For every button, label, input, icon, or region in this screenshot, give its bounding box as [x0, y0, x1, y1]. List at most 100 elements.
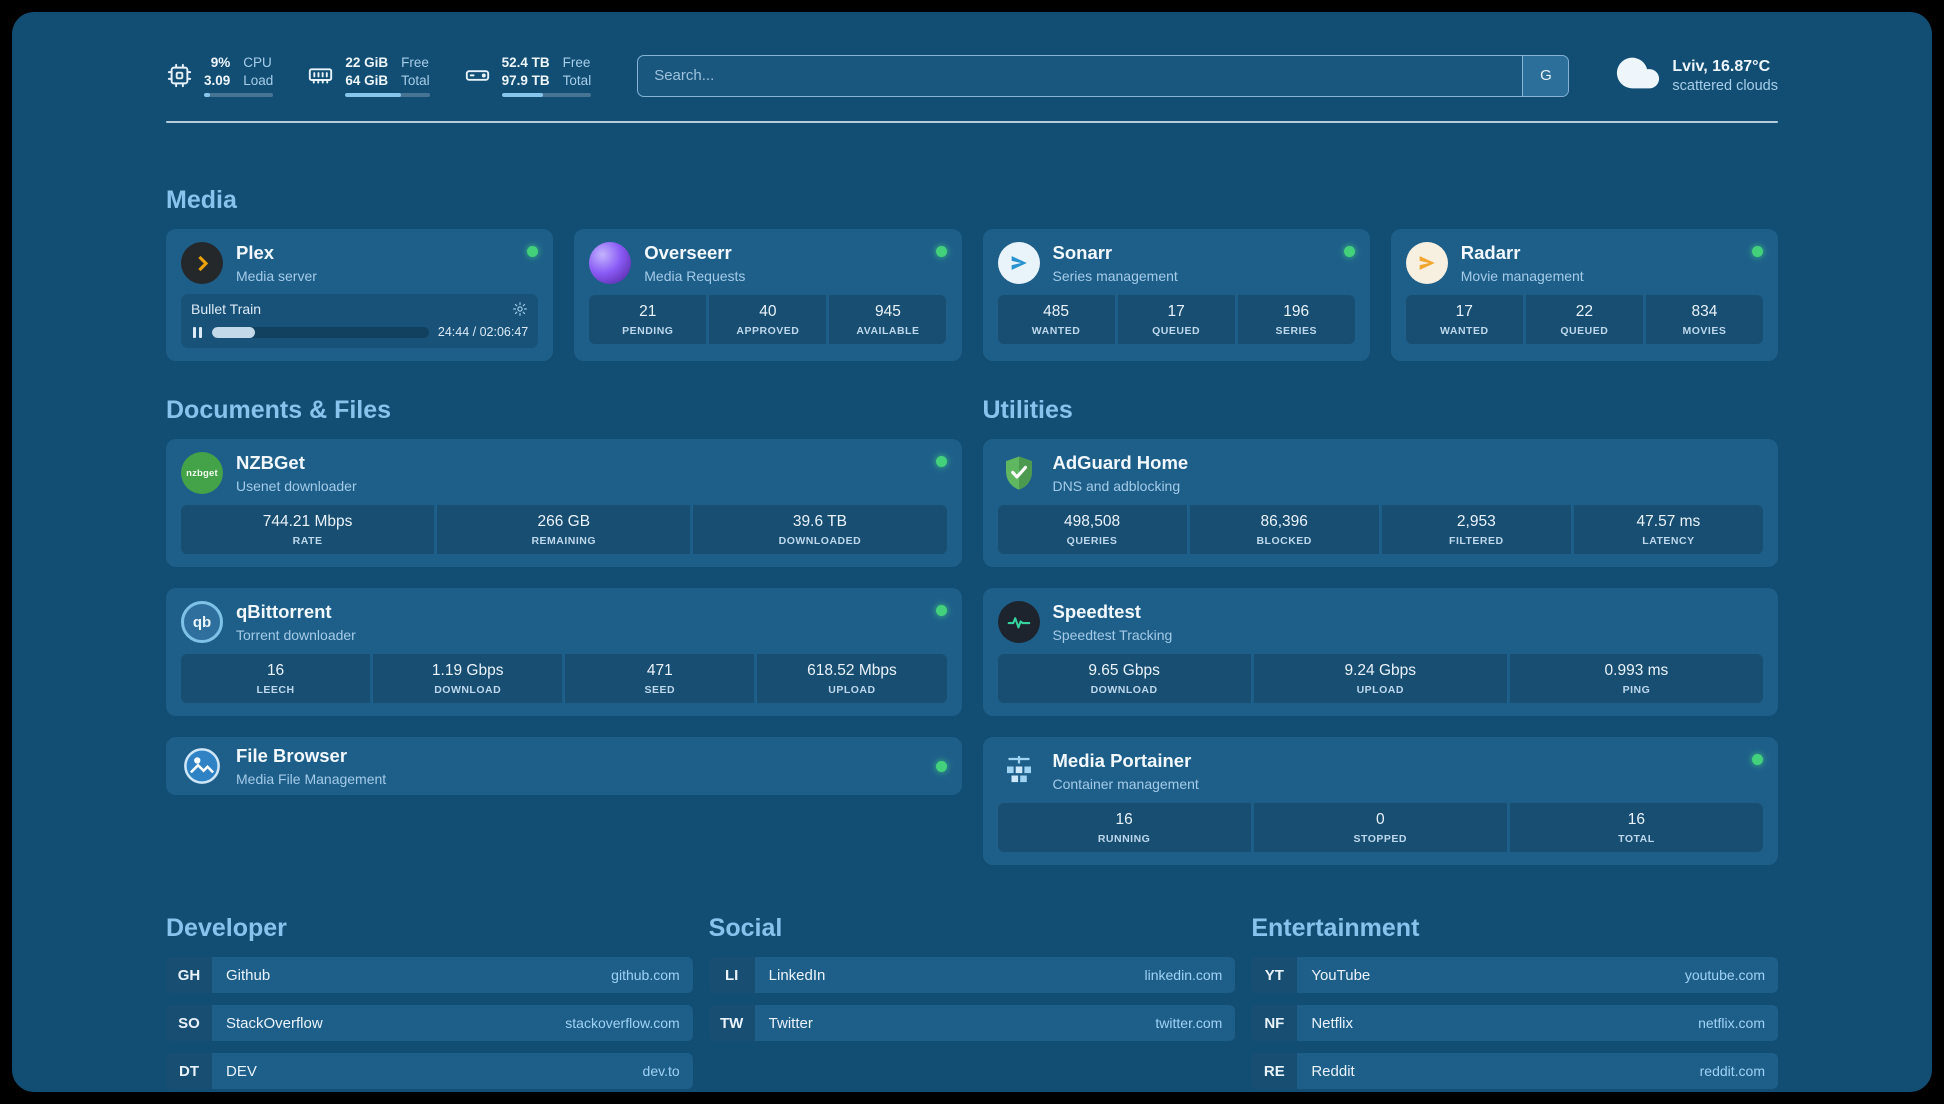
- stat-tile: 744.21 Mbps RATE: [181, 505, 435, 554]
- stat-value: 744.21 Mbps: [262, 513, 353, 530]
- section-title-utilities: Utilities: [982, 396, 1073, 424]
- stat-tile: 9.65 Gbps DOWNLOAD: [997, 654, 1251, 703]
- stat-tile: 498,508 QUERIES: [997, 505, 1187, 554]
- service-name: Overseerr: [644, 242, 732, 264]
- bookmark-stackoverflow[interactable]: SO StackOverflow stackoverflow.com: [166, 1005, 693, 1041]
- stat-tile: 2,953 FILTERED: [1381, 505, 1571, 554]
- cpu-icon: [166, 62, 193, 89]
- card-filebrowser[interactable]: File Browser Media File Management: [166, 737, 962, 795]
- bookmark-domain: stackoverflow.com: [565, 1015, 680, 1031]
- portainer-icon: [998, 750, 1040, 792]
- card-adguard[interactable]: AdGuard Home DNS and adblocking 498,508 …: [982, 439, 1778, 567]
- search-provider-button[interactable]: G: [1522, 55, 1569, 96]
- stat-value: 16: [1627, 811, 1646, 828]
- stat-label: QUERIES: [1066, 535, 1118, 547]
- stat-label: LEECH: [256, 684, 295, 696]
- bookmark-youtube[interactable]: YT YouTube youtube.com: [1251, 957, 1778, 993]
- bookmark-domain: reddit.com: [1699, 1063, 1765, 1079]
- service-description: Usenet downloader: [236, 477, 357, 494]
- service-name: Radarr: [1460, 242, 1521, 264]
- memory-free-label: Free: [401, 54, 429, 70]
- bookmark-github[interactable]: GH Github github.com: [166, 957, 693, 993]
- bookmark-name: LinkedIn: [768, 966, 826, 984]
- stat-tile: 16 TOTAL: [1509, 803, 1764, 852]
- radarr-icon: [1405, 242, 1448, 284]
- stat-tile: 22 QUEUED: [1525, 295, 1643, 344]
- bookmark-name: Netflix: [1311, 1014, 1354, 1032]
- stat-tile: 0.993 ms PING: [1509, 654, 1764, 703]
- stat-label: UPLOAD: [1356, 684, 1404, 696]
- stat-label: QUEUED: [1152, 325, 1201, 337]
- stat-label: SERIES: [1275, 325, 1317, 337]
- service-description: Movie management: [1460, 267, 1584, 284]
- status-dot: [935, 456, 947, 467]
- memory-widget: 22 GiB 64 GiB Free Total: [307, 54, 430, 98]
- stat-tile: 40 APPROVED: [709, 295, 827, 344]
- disk-total-value: 97.9 TB: [501, 72, 550, 88]
- card-plex[interactable]: Plex Media server Bullet Train: [166, 229, 554, 361]
- stat-tile: 86,396 BLOCKED: [1189, 505, 1379, 554]
- card-radarr[interactable]: Radarr Movie management 17 WANTED 22 QUE…: [1390, 229, 1778, 361]
- section-title-entertainment: Entertainment: [1251, 914, 1420, 942]
- card-nzbget[interactable]: nzbget NZBGet Usenet downloader 744.21 M…: [166, 439, 962, 567]
- nzbget-icon: nzbget: [181, 452, 223, 494]
- overseerr-icon: [589, 242, 632, 284]
- stat-label: QUEUED: [1560, 325, 1609, 337]
- stat-value: 9.24 Gbps: [1344, 662, 1417, 679]
- qbittorrent-icon: qb: [181, 601, 223, 643]
- stat-label: TOTAL: [1618, 833, 1655, 845]
- topbar-divider: [166, 121, 1778, 123]
- cpu-label-1: CPU: [243, 54, 272, 70]
- status-dot: [1752, 246, 1763, 257]
- section-documents: Documents & Files nzbget NZBGet Usenet d…: [166, 395, 962, 795]
- playback-progress[interactable]: [212, 326, 429, 338]
- stat-value: 86,396: [1260, 513, 1308, 530]
- stat-label: BLOCKED: [1256, 535, 1312, 547]
- cpu-usage-bar: [204, 93, 274, 98]
- pause-button[interactable]: [191, 326, 203, 338]
- bookmark-abbr: NF: [1251, 1005, 1298, 1041]
- bookmark-abbr: YT: [1251, 957, 1298, 993]
- stat-label: LATENCY: [1642, 535, 1695, 547]
- stat-label: RATE: [292, 535, 323, 547]
- service-description: Container management: [1052, 775, 1199, 792]
- settings-gear-icon[interactable]: [512, 301, 528, 317]
- bookmark-domain: twitter.com: [1155, 1015, 1223, 1031]
- card-speedtest[interactable]: Speedtest Speedtest Tracking 9.65 Gbps D…: [982, 588, 1778, 716]
- stat-tile: 618.52 Mbps UPLOAD: [757, 654, 947, 703]
- stat-value: 16: [266, 662, 285, 679]
- bookmark-name: Reddit: [1311, 1062, 1355, 1080]
- card-qbittorrent[interactable]: qb qBittorrent Torrent downloader 16: [166, 588, 962, 716]
- card-sonarr[interactable]: Sonarr Series management 485 WANTED 17 Q…: [982, 229, 1370, 361]
- disk-icon: [464, 62, 491, 89]
- disk-free-value: 52.4 TB: [501, 54, 550, 70]
- bookmark-abbr: GH: [166, 957, 212, 993]
- bookmark-netflix[interactable]: NF Netflix netflix.com: [1251, 1005, 1778, 1041]
- card-overseerr[interactable]: Overseerr Media Requests 21 PENDING 40 A…: [574, 229, 962, 361]
- bookmark-twitter[interactable]: TW Twitter twitter.com: [708, 1005, 1236, 1041]
- cpu-label-2: Load: [243, 72, 274, 88]
- bookmark-domain: github.com: [611, 967, 680, 983]
- service-description: Speedtest Tracking: [1052, 626, 1173, 643]
- section-title-media: Media: [166, 186, 237, 214]
- stat-value: 40: [759, 303, 777, 320]
- search-input[interactable]: [638, 55, 1523, 96]
- weather-widget[interactable]: Lviv, 16.87°C scattered clouds: [1615, 50, 1778, 101]
- stat-tile: 16 LEECH: [181, 654, 371, 703]
- disk-usage-bar: [501, 93, 592, 98]
- service-name: Sonarr: [1052, 242, 1113, 264]
- service-name: NZBGet: [236, 452, 305, 474]
- bookmark-dev[interactable]: DT DEV dev.to: [166, 1053, 693, 1089]
- stat-label: REMAINING: [531, 535, 597, 547]
- stat-tile: 16 RUNNING: [997, 803, 1251, 852]
- stat-value: 21: [639, 303, 657, 320]
- bookmark-linkedin[interactable]: LI LinkedIn linkedin.com: [708, 957, 1236, 993]
- stat-tile: 17 WANTED: [1405, 295, 1523, 344]
- stat-tile: 47.57 ms LATENCY: [1573, 505, 1763, 554]
- cpu-percent: 9%: [210, 54, 231, 70]
- stat-value: 39.6 TB: [792, 513, 847, 530]
- card-portainer[interactable]: Media Portainer Container management 16 …: [982, 737, 1778, 865]
- bookmark-reddit[interactable]: RE Reddit reddit.com: [1251, 1053, 1778, 1089]
- stat-label: DOWNLOAD: [1090, 684, 1158, 696]
- status-dot: [935, 760, 947, 772]
